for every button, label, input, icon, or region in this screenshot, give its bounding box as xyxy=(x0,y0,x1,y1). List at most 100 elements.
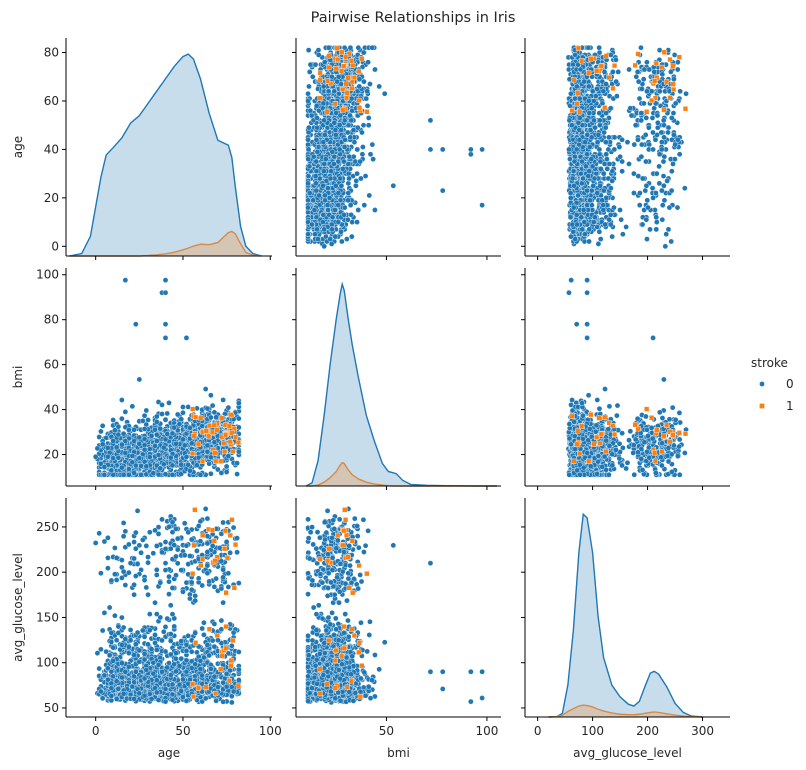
point-stroke-0 xyxy=(587,127,594,133)
point-stroke-0 xyxy=(669,115,675,121)
point-stroke-0 xyxy=(672,156,678,162)
point-stroke-0 xyxy=(645,204,651,211)
point-stroke-0 xyxy=(585,98,592,104)
point-stroke-0 xyxy=(601,129,607,136)
point-stroke-0 xyxy=(601,69,608,75)
point-stroke-0 xyxy=(639,86,645,92)
point-stroke-0 xyxy=(581,219,588,225)
kde-fill-stroke-1 xyxy=(69,231,262,256)
point-stroke-0 xyxy=(575,119,582,126)
point-stroke-0 xyxy=(354,219,360,225)
point-stroke-0 xyxy=(585,44,592,51)
point-stroke-0 xyxy=(341,212,347,218)
point-stroke-0 xyxy=(620,231,626,237)
point-stroke-0 xyxy=(660,173,667,179)
point-stroke-0 xyxy=(655,119,661,126)
point-stroke-0 xyxy=(353,182,359,189)
point-stroke-0 xyxy=(307,107,314,114)
point-stroke-0 xyxy=(570,168,577,175)
point-stroke-0 xyxy=(584,187,590,194)
point-stroke-0 xyxy=(674,66,681,73)
point-stroke-0 xyxy=(664,178,670,184)
point-stroke-0 xyxy=(427,117,434,124)
point-stroke-0 xyxy=(661,182,667,189)
point-stroke-0 xyxy=(661,134,667,141)
point-stroke-0 xyxy=(603,81,609,87)
point-stroke-0 xyxy=(335,202,342,208)
point-stroke-0 xyxy=(588,134,595,141)
point-stroke-0 xyxy=(180,409,186,416)
point-stroke-0 xyxy=(627,105,634,112)
point-stroke-0 xyxy=(110,417,116,423)
point-stroke-0 xyxy=(309,73,316,80)
point-stroke-0 xyxy=(372,207,378,213)
point-stroke-0 xyxy=(635,173,642,179)
point-stroke-0 xyxy=(305,231,311,237)
point-stroke-0 xyxy=(617,153,623,160)
point-stroke-0 xyxy=(306,124,312,131)
point-stroke-0 xyxy=(635,78,642,85)
point-stroke-0 xyxy=(591,175,598,182)
point-stroke-0 xyxy=(334,78,340,85)
point-stroke-1 xyxy=(324,78,331,84)
point-stroke-0 xyxy=(325,207,331,213)
point-stroke-0 xyxy=(312,173,319,179)
panel-age-vs-avg_glucose_level xyxy=(521,38,730,260)
point-stroke-0 xyxy=(345,190,352,196)
point-stroke-0 xyxy=(339,165,346,172)
point-stroke-0 xyxy=(313,103,320,109)
point-stroke-0 xyxy=(617,207,623,213)
point-stroke-0 xyxy=(305,146,312,153)
point-stroke-0 xyxy=(654,112,661,119)
point-stroke-0 xyxy=(305,197,311,204)
point-stroke-0 xyxy=(643,216,650,223)
chart-title: Pairwise Relationships in Iris xyxy=(311,10,516,26)
point-stroke-0 xyxy=(660,158,667,165)
point-stroke-0 xyxy=(345,216,351,223)
point-stroke-0 xyxy=(306,163,313,170)
point-stroke-0 xyxy=(341,144,348,150)
point-stroke-0 xyxy=(607,221,614,228)
point-stroke-0 xyxy=(360,144,366,150)
point-stroke-0 xyxy=(305,47,312,53)
point-stroke-0 xyxy=(341,44,348,51)
point-stroke-0 xyxy=(594,190,601,196)
point-stroke-1 xyxy=(356,105,363,111)
point-stroke-1 xyxy=(359,56,365,62)
point-stroke-0 xyxy=(654,124,661,131)
point-stroke-0 xyxy=(479,202,485,208)
point-stroke-0 xyxy=(327,175,334,182)
point-stroke-0 xyxy=(608,185,614,191)
point-stroke-0 xyxy=(671,52,678,58)
point-stroke-0 xyxy=(653,190,659,196)
point-stroke-0 xyxy=(570,204,577,211)
point-stroke-0 xyxy=(600,88,607,95)
point-stroke-0 xyxy=(468,146,474,153)
point-stroke-0 xyxy=(357,158,363,165)
point-stroke-0 xyxy=(609,178,615,184)
point-stroke-0 xyxy=(376,83,382,90)
point-stroke-0 xyxy=(567,195,574,201)
point-stroke-0 xyxy=(610,69,616,75)
point-stroke-0 xyxy=(596,110,603,116)
point-stroke-0 xyxy=(308,112,315,119)
point-stroke-0 xyxy=(583,163,589,170)
point-stroke-0 xyxy=(311,207,318,213)
point-stroke-0 xyxy=(607,105,614,112)
point-stroke-0 xyxy=(568,122,575,128)
point-stroke-0 xyxy=(643,115,650,121)
point-stroke-0 xyxy=(570,61,576,68)
point-stroke-1 xyxy=(661,49,667,55)
point-stroke-0 xyxy=(363,95,370,102)
point-stroke-0 xyxy=(683,90,689,97)
point-stroke-1 xyxy=(342,54,349,60)
point-stroke-0 xyxy=(611,134,618,141)
point-stroke-0 xyxy=(213,414,219,421)
point-stroke-0 xyxy=(602,221,608,228)
point-stroke-0 xyxy=(338,228,344,235)
point-stroke-0 xyxy=(347,134,354,141)
point-stroke-0 xyxy=(305,180,311,187)
